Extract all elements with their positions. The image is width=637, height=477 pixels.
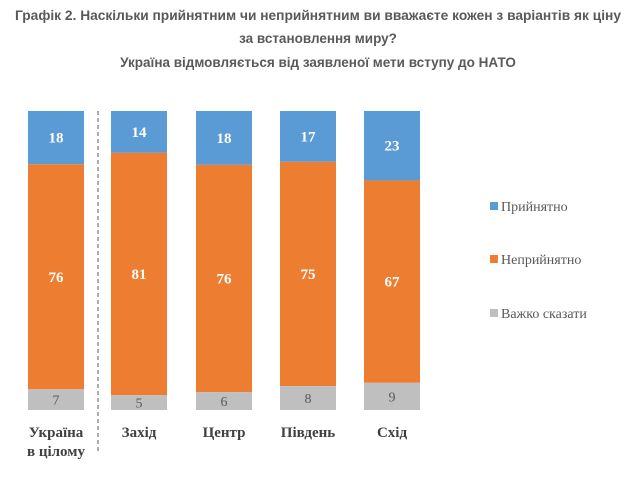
data-label: 23 bbox=[385, 139, 400, 155]
category-label: в цілому bbox=[27, 444, 86, 460]
bar-segment bbox=[111, 111, 167, 153]
legend-label: Неприйнятно bbox=[501, 253, 581, 268]
data-label: 75 bbox=[301, 267, 316, 283]
category-label: Південь bbox=[281, 425, 335, 441]
bar-segment bbox=[28, 111, 84, 165]
bar-segment bbox=[364, 382, 420, 410]
bar-segment bbox=[196, 164, 252, 393]
category-label: Схід bbox=[377, 425, 408, 441]
data-label: 9 bbox=[389, 390, 396, 405]
chart-title-line2: за встановлення миру? bbox=[239, 31, 397, 46]
data-label: 18 bbox=[217, 131, 232, 147]
data-label: 76 bbox=[217, 271, 233, 287]
data-label: 7 bbox=[53, 394, 60, 409]
bar-segment bbox=[111, 152, 167, 396]
category-label: Центр bbox=[203, 425, 246, 441]
legend-swatch bbox=[490, 255, 498, 263]
data-label: 14 bbox=[132, 125, 148, 141]
bar-segment bbox=[280, 111, 336, 162]
category-label: Україна bbox=[29, 425, 84, 441]
data-label: 67 bbox=[385, 275, 401, 291]
bar-segment bbox=[364, 111, 420, 181]
legend-label: Важко сказати bbox=[501, 307, 587, 322]
data-label: 6 bbox=[221, 395, 228, 410]
bar-segment bbox=[28, 164, 84, 390]
data-label: 5 bbox=[136, 397, 143, 412]
legend-swatch bbox=[490, 202, 498, 210]
bar-segment bbox=[196, 111, 252, 165]
chart-title-line1: Графік 2. Наскільки прийнятним чи неприй… bbox=[15, 8, 621, 23]
data-label: 8 bbox=[305, 392, 312, 407]
legend-swatch bbox=[490, 309, 498, 317]
category-label: Захід bbox=[122, 425, 157, 441]
bar-segment bbox=[28, 389, 84, 410]
legend-label: Прийнятно bbox=[501, 200, 568, 215]
bar-segment bbox=[364, 180, 420, 383]
bar-segment bbox=[196, 392, 252, 410]
data-label: 81 bbox=[132, 267, 147, 283]
data-label: 17 bbox=[301, 129, 317, 145]
bar-segment bbox=[111, 395, 167, 410]
data-label: 18 bbox=[49, 131, 64, 147]
bar-segment bbox=[280, 161, 336, 387]
bar-segment bbox=[280, 386, 336, 410]
chart-subtitle: Україна відмовляється від заявленої мети… bbox=[120, 55, 516, 70]
data-label: 76 bbox=[49, 270, 65, 286]
